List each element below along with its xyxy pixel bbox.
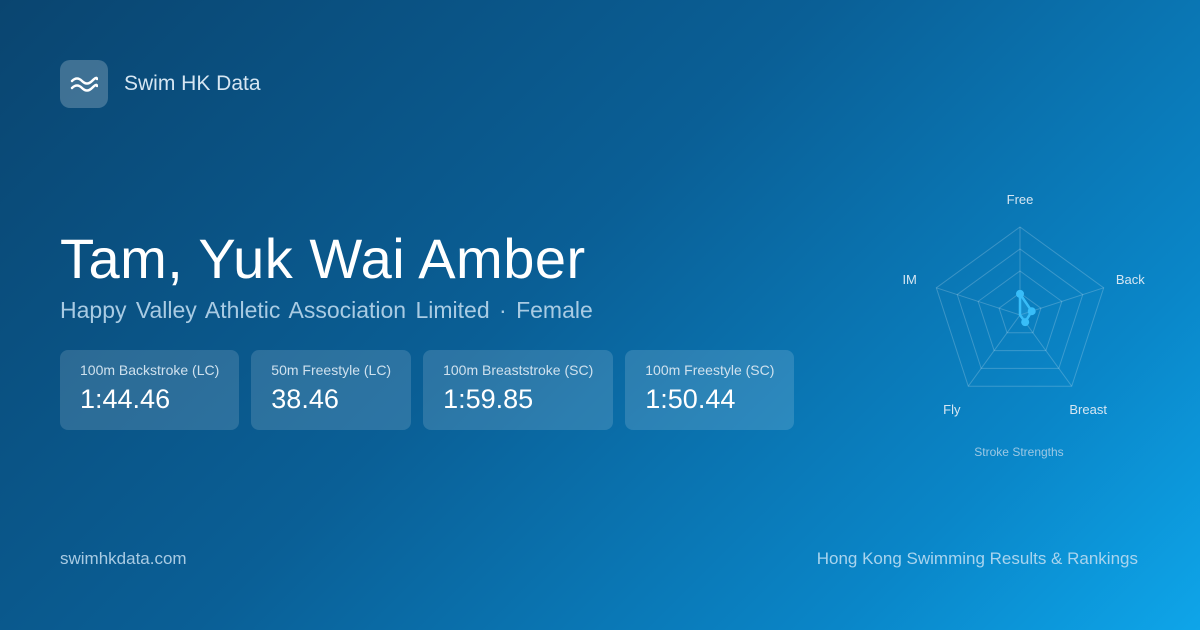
event-time: 1:59.85 [443, 384, 534, 414]
time-card: 100m Breaststroke (SC) 1:59.85 [423, 350, 614, 430]
brand-name: Swim HK Data [124, 72, 261, 95]
swimmer-name: Tam, Yuk Wai Amber [60, 227, 586, 290]
brand-logo [60, 60, 108, 108]
club-name: Happy Valley Athletic Association Limite… [60, 297, 490, 323]
event-label: 100m Freestyle (SC) [645, 362, 775, 378]
site-url: swimhkdata.com [60, 549, 187, 568]
grid-ring [956, 248, 1084, 369]
data-point-free [1016, 289, 1024, 298]
chart-title: Stroke Strengths [974, 445, 1063, 459]
axis-label-free: Free [1007, 192, 1034, 207]
event-label: 100m Backstroke (LC) [80, 362, 220, 378]
time-card: 50m Freestyle (LC) 38.46 [251, 350, 412, 430]
time-card: 100m Freestyle (SC) 1:50.44 [625, 350, 795, 430]
tagline: Hong Kong Swimming Results & Rankings [816, 549, 1138, 568]
axis-label-breast: Breast [1069, 402, 1107, 417]
axis-line [967, 314, 1021, 387]
data-point-back [1027, 307, 1036, 316]
data-point-breast [1021, 318, 1030, 327]
axis-line [936, 287, 1021, 316]
swimmer-subtitle: Happy Valley Athletic Association Limite… [60, 297, 593, 324]
event-label: 50m Freestyle (LC) [271, 362, 392, 378]
grid-ring [977, 270, 1063, 352]
waves-icon [70, 76, 98, 92]
axis-label-fly: Fly [943, 402, 961, 417]
axis-label-back: Back [1116, 272, 1145, 287]
event-time: 38.46 [271, 384, 339, 414]
best-times: 100m Backstroke (LC) 1:44.46 50m Freestyl… [60, 350, 795, 430]
grid-ring [998, 292, 1042, 334]
grid-ring [935, 226, 1105, 387]
axis-label-im: IM [902, 272, 916, 287]
event-time: 1:44.46 [80, 384, 171, 414]
axis-line [1019, 314, 1073, 387]
event-label: 100m Breaststroke (SC) [443, 362, 594, 378]
gender: Female [516, 297, 593, 323]
separator: · [499, 297, 507, 323]
time-card: 100m Backstroke (LC) 1:44.46 [60, 350, 240, 430]
event-time: 1:50.44 [645, 384, 736, 414]
stroke-radar-chart: Free Back Breast Fly IM Stroke Strengths [902, 192, 1145, 459]
